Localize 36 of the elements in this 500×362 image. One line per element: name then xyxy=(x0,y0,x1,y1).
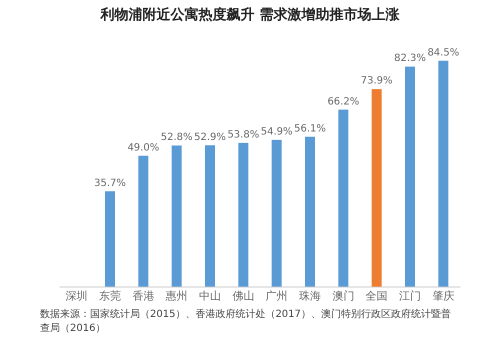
bar xyxy=(172,146,182,287)
x-tick-label: 东莞 xyxy=(99,289,121,302)
data-label: 53.8% xyxy=(227,129,260,140)
x-tick-label: 肇庆 xyxy=(432,289,454,302)
bar xyxy=(105,191,115,287)
data-label: 73.9% xyxy=(360,76,393,87)
x-tick-label: 中山 xyxy=(199,289,221,302)
x-tick-label: 全国 xyxy=(366,290,388,302)
data-label: 56.1% xyxy=(294,123,326,134)
x-tick-label: 珠海 xyxy=(299,289,321,302)
bar xyxy=(238,142,248,287)
bar xyxy=(338,110,348,287)
bar xyxy=(205,145,215,287)
bar xyxy=(405,66,415,287)
data-label: 52.8% xyxy=(160,132,193,144)
chart-title: 利物浦附近公寓热度飙升 需求激增助推市场上涨 xyxy=(99,6,400,25)
x-tick-label: 香港 xyxy=(132,289,154,302)
data-label: 84.5% xyxy=(427,47,460,58)
source-note: 数据来源：国家统计局（2015）、香港政府统计处（2017）、澳门特别行政区政府统计暨普查局（2016） xyxy=(39,308,452,336)
x-tick-label: 佛山 xyxy=(232,289,254,302)
data-label: 82.3% xyxy=(394,53,426,64)
bar xyxy=(305,136,315,287)
x-tick-label: 深圳 xyxy=(66,289,88,302)
x-tick-label: 广州 xyxy=(266,289,288,302)
x-tick-label: 惠州 xyxy=(164,289,188,302)
data-label: 54.9% xyxy=(260,126,293,138)
bar xyxy=(372,89,382,287)
bar xyxy=(272,140,282,287)
bar xyxy=(438,60,448,287)
data-label: 66.2% xyxy=(327,96,360,108)
x-tick-label: 江门 xyxy=(399,289,421,302)
data-label: 35.7% xyxy=(94,178,126,189)
data-label: 52.9% xyxy=(194,132,226,143)
x-tick-label: 澳门 xyxy=(332,289,354,302)
data-label: 49.0% xyxy=(127,142,160,154)
bar xyxy=(138,156,148,287)
